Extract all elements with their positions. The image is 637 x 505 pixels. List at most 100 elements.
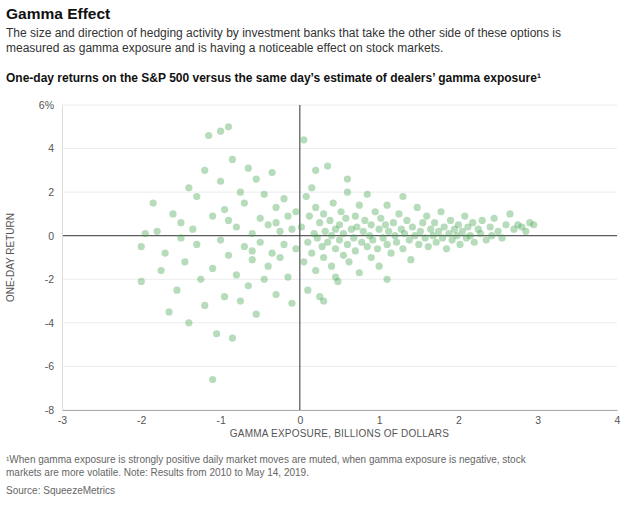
point	[494, 228, 501, 235]
point	[265, 263, 272, 270]
x-tick: -2	[137, 410, 146, 426]
point	[409, 223, 416, 230]
point	[487, 223, 494, 230]
point	[491, 215, 498, 222]
y-tick-label: -4	[45, 317, 54, 329]
point	[300, 258, 307, 265]
point	[340, 252, 347, 259]
point	[249, 230, 256, 237]
x-tick-label: 4	[615, 414, 621, 426]
point	[368, 221, 375, 228]
point	[461, 213, 468, 220]
x-axis: -3-2-101234	[58, 410, 621, 426]
point	[417, 228, 424, 235]
point	[185, 184, 192, 191]
x-tick-label: 3	[535, 414, 541, 426]
point	[241, 199, 248, 206]
point	[257, 215, 264, 222]
point	[352, 213, 359, 220]
point	[303, 193, 310, 200]
point	[261, 191, 268, 198]
point	[284, 213, 291, 220]
point	[455, 221, 462, 228]
x-tick: 1	[377, 410, 383, 426]
point	[336, 236, 343, 243]
point	[225, 217, 232, 224]
point	[353, 223, 360, 230]
point	[423, 213, 430, 220]
point	[407, 256, 414, 263]
point	[209, 213, 216, 220]
grid-line	[62, 322, 617, 323]
point	[161, 250, 168, 257]
point	[322, 228, 329, 235]
point	[312, 204, 319, 211]
point	[304, 287, 311, 294]
point	[340, 230, 347, 237]
point	[387, 250, 394, 257]
y-tick: 0	[48, 230, 62, 242]
point	[467, 232, 474, 239]
point	[361, 217, 368, 224]
point	[345, 258, 352, 265]
point	[189, 226, 196, 233]
point	[249, 256, 256, 263]
grid-line	[62, 105, 617, 106]
point	[469, 219, 476, 226]
point	[376, 226, 383, 233]
x-tick: 3	[535, 410, 541, 426]
grid-line	[62, 366, 617, 367]
point	[201, 167, 208, 174]
x-tick: -1	[216, 410, 225, 426]
point	[403, 217, 410, 224]
point	[292, 245, 299, 252]
point	[276, 254, 283, 261]
point	[269, 169, 276, 176]
x-tick: -3	[58, 410, 67, 426]
point	[280, 195, 287, 202]
point	[217, 128, 224, 135]
point	[324, 239, 331, 246]
x-tick-label: 1	[377, 414, 383, 426]
y-tick: 4	[48, 142, 62, 154]
x-tick: 0	[297, 410, 303, 426]
point	[441, 223, 448, 230]
point	[300, 136, 307, 143]
point	[280, 241, 287, 248]
y-tick-label: 2	[48, 186, 54, 198]
point	[138, 278, 145, 285]
source: Source: SqueezeMetrics	[6, 485, 115, 496]
point	[306, 213, 313, 220]
point	[320, 210, 327, 217]
point	[324, 162, 331, 169]
point	[456, 241, 463, 248]
point	[225, 252, 232, 259]
point	[399, 193, 406, 200]
point	[506, 210, 513, 217]
point	[142, 230, 149, 237]
point	[320, 254, 327, 261]
point	[377, 215, 384, 222]
point	[237, 297, 244, 304]
point	[382, 221, 389, 228]
point	[158, 267, 165, 274]
point	[383, 241, 390, 248]
point	[376, 263, 383, 270]
point	[193, 241, 200, 248]
point	[391, 232, 398, 239]
point	[245, 282, 252, 289]
point	[193, 193, 200, 200]
point	[173, 287, 180, 294]
point	[422, 234, 429, 241]
point	[431, 219, 438, 226]
point	[530, 221, 537, 228]
point	[154, 228, 161, 235]
y-tick: 2	[48, 186, 62, 198]
point	[433, 239, 440, 246]
point	[447, 217, 454, 224]
point	[288, 226, 295, 233]
point	[221, 293, 228, 300]
point	[177, 234, 184, 241]
point	[326, 217, 333, 224]
point	[342, 215, 349, 222]
